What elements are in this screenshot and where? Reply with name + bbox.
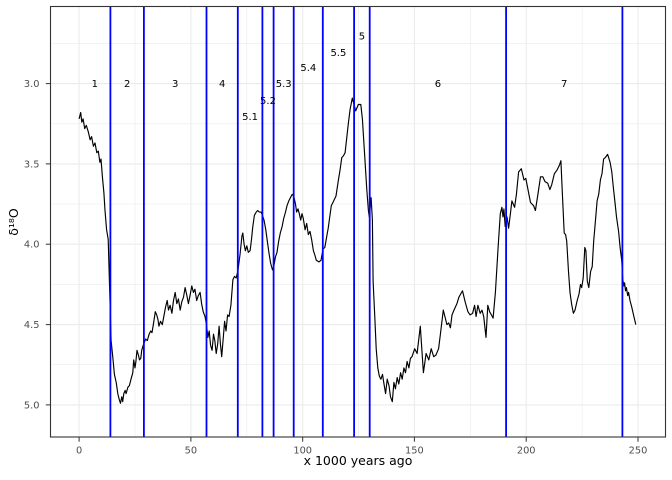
panel-border [49, 5, 667, 438]
stage-label-5: 5 [359, 32, 365, 43]
stage-label-2: 2 [124, 79, 130, 90]
y-tick-label: 5.0 [24, 400, 40, 411]
stage-label-5.5: 5.5 [330, 48, 346, 59]
plot-panel [50, 6, 666, 437]
x-tick-label: 150 [405, 446, 424, 457]
stage-label-7: 7 [561, 79, 567, 90]
y-tick-label: 3.0 [24, 79, 40, 90]
x-tick-label: 0 [76, 446, 82, 457]
stage-label-5.1: 5.1 [242, 112, 258, 123]
x-axis-title: x 1000 years ago [303, 453, 413, 468]
y-tick-label: 3.5 [24, 159, 40, 170]
y-tick-label: 4.0 [24, 240, 40, 251]
stage-label-6: 6 [435, 79, 441, 90]
data-line [78, 97, 637, 404]
stage-label-5.4: 5.4 [300, 63, 316, 74]
x-tick-label: 250 [629, 446, 648, 457]
stage-label-5.2: 5.2 [260, 96, 276, 107]
x-tick-label: 100 [293, 446, 312, 457]
y-tick-label: 4.5 [24, 320, 40, 331]
stage-label-4: 4 [219, 79, 225, 90]
y-axis-title: δ¹⁸O [5, 208, 21, 236]
x-tick-label: 200 [517, 446, 536, 457]
x-tick-label: 50 [185, 446, 197, 457]
stage-label-3: 3 [172, 79, 178, 90]
stage-label-5.3: 5.3 [276, 79, 292, 90]
stage-label-1: 1 [92, 79, 98, 90]
